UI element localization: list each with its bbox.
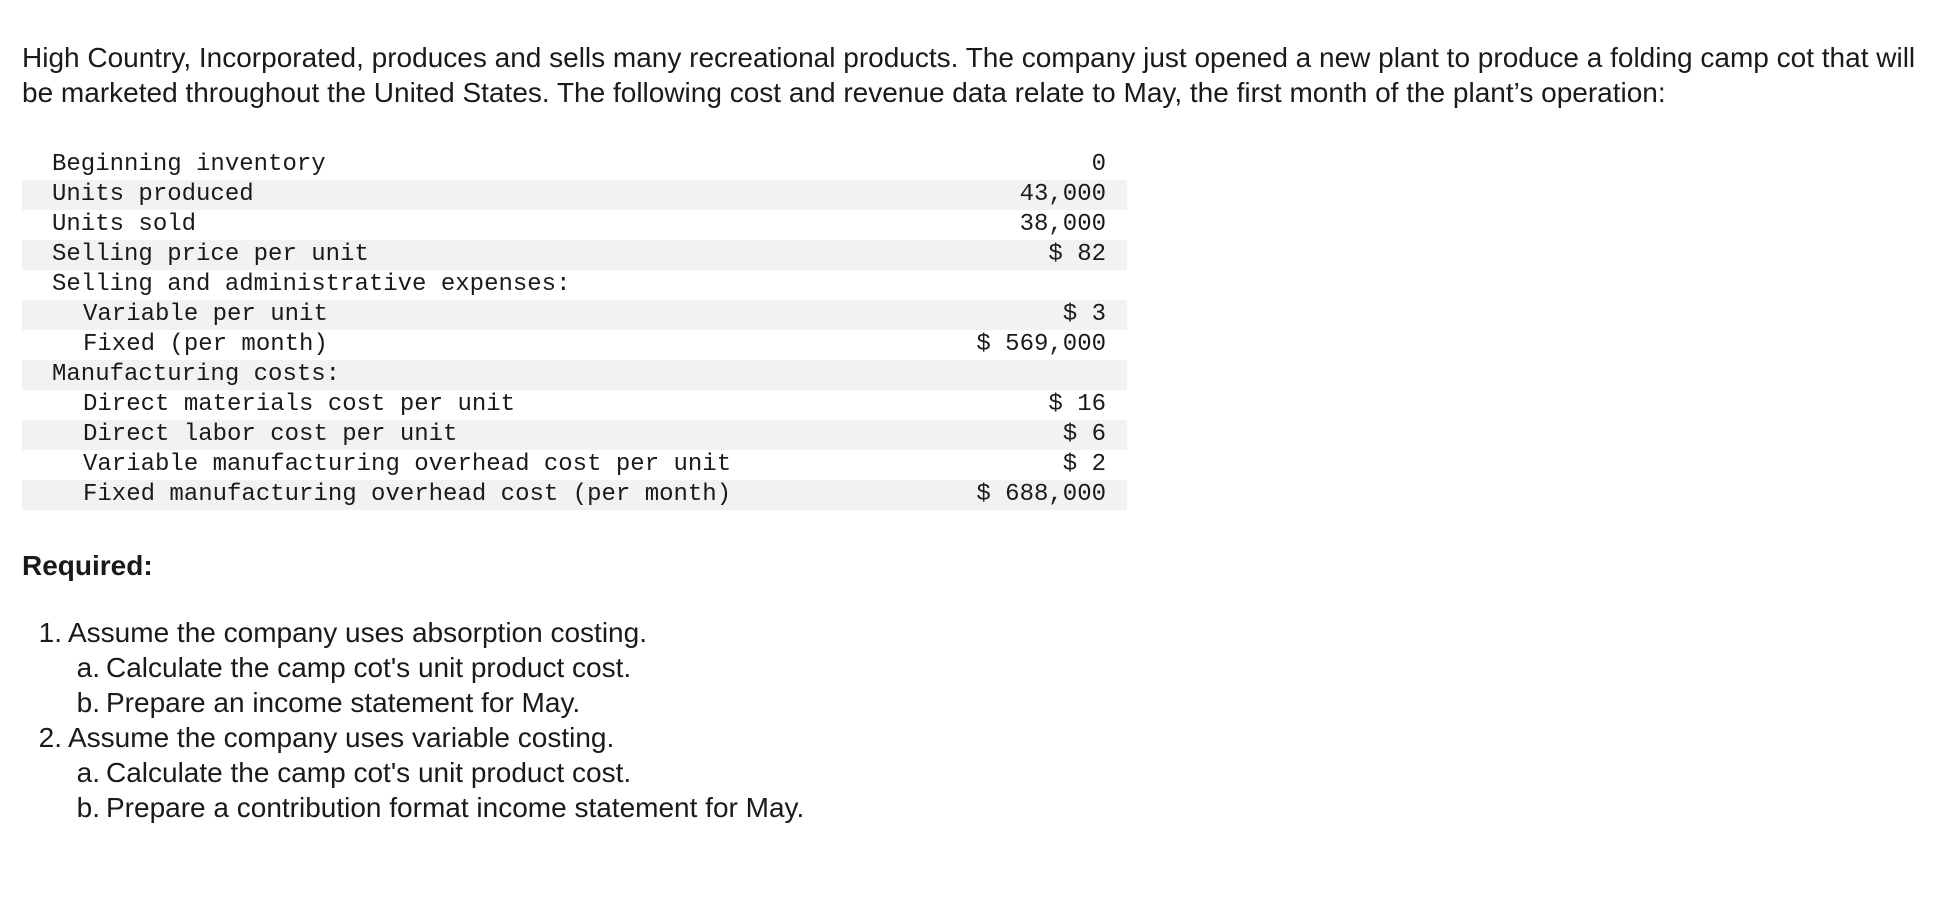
row-label: Manufacturing costs: (52, 361, 341, 388)
subitem-letter: b. (76, 687, 100, 718)
table-row: Manufacturing costs: (22, 360, 1127, 390)
row-label: Beginning inventory (52, 151, 326, 178)
requirement-subitem: b. Prepare an income statement for May. (22, 685, 1928, 720)
problem-intro: High Country, Incorporated, produces and… (22, 42, 1916, 108)
table-row: Units sold 38,000 (22, 210, 1127, 240)
table-row: Selling price per unit $ 82 (22, 240, 1127, 270)
requirement-subitem: a. Calculate the camp cot's unit product… (22, 650, 1928, 685)
row-value: $ 569,000 (976, 331, 1106, 358)
requirement-subitem: b. Prepare a contribution format income … (22, 790, 1928, 825)
row-label: Fixed (per month) (83, 331, 328, 358)
row-value (933, 270, 1127, 300)
subitem-text: Calculate the camp cot's unit product co… (106, 757, 632, 788)
row-label: Direct labor cost per unit (83, 421, 458, 448)
row-value: 38,000 (1019, 211, 1106, 238)
row-label: Fixed manufacturing overhead cost (per m… (83, 481, 732, 508)
cost-revenue-table: Beginning inventory 0 Units produced 43,… (22, 150, 1127, 510)
row-label: Units produced (52, 181, 254, 208)
row-value: 43,000 (1019, 181, 1106, 208)
problem-page: High Country, Incorporated, produces and… (22, 40, 1928, 825)
table-row: Variable per unit $ 3 (22, 300, 1127, 330)
subitem-letter: a. (76, 652, 100, 683)
subitem-letter: a. (76, 757, 100, 788)
row-value: $ 688,000 (976, 481, 1106, 508)
subitem-letter: b. (76, 792, 100, 823)
table-row: Direct materials cost per unit $ 16 (22, 390, 1127, 420)
requirement-number: 1. (38, 617, 62, 648)
row-value (933, 360, 1127, 390)
table-row: Beginning inventory 0 (22, 150, 1127, 180)
requirement-item: 1. Assume the company uses absorption co… (22, 615, 1928, 650)
requirement-text: Assume the company uses variable costing… (68, 722, 615, 753)
row-value: $ 6 (1062, 421, 1106, 448)
requirements-list: 1. Assume the company uses absorption co… (22, 615, 1928, 825)
requirement-item: 2. Assume the company uses variable cost… (22, 720, 1928, 755)
row-label: Selling price per unit (52, 241, 369, 268)
required-heading: Required: (22, 550, 153, 581)
table-row: Direct labor cost per unit $ 6 (22, 420, 1127, 450)
row-label: Selling and administrative expenses: (52, 271, 571, 298)
table-row: Selling and administrative expenses: (22, 270, 1127, 300)
table-row: Variable manufacturing overhead cost per… (22, 450, 1127, 480)
requirement-number: 2. (38, 722, 62, 753)
row-label: Direct materials cost per unit (83, 391, 516, 418)
row-value: $ 82 (1048, 241, 1106, 268)
row-label: Variable per unit (83, 301, 328, 328)
table-row: Fixed (per month) $ 569,000 (22, 330, 1127, 360)
requirement-text: Assume the company uses absorption costi… (68, 617, 647, 648)
subitem-text: Prepare an income statement for May. (106, 687, 581, 718)
row-label: Variable manufacturing overhead cost per… (83, 451, 732, 478)
row-label: Units sold (52, 211, 197, 238)
requirement-subitem: a. Calculate the camp cot's unit product… (22, 755, 1928, 790)
row-value: $ 16 (1048, 391, 1106, 418)
table-row: Units produced 43,000 (22, 180, 1127, 210)
row-value: $ 2 (1062, 451, 1106, 478)
table-row: Fixed manufacturing overhead cost (per m… (22, 480, 1127, 510)
subitem-text: Calculate the camp cot's unit product co… (106, 652, 632, 683)
row-value: 0 (1091, 151, 1106, 178)
subitem-text: Prepare a contribution format income sta… (106, 792, 805, 823)
row-value: $ 3 (1062, 301, 1106, 328)
